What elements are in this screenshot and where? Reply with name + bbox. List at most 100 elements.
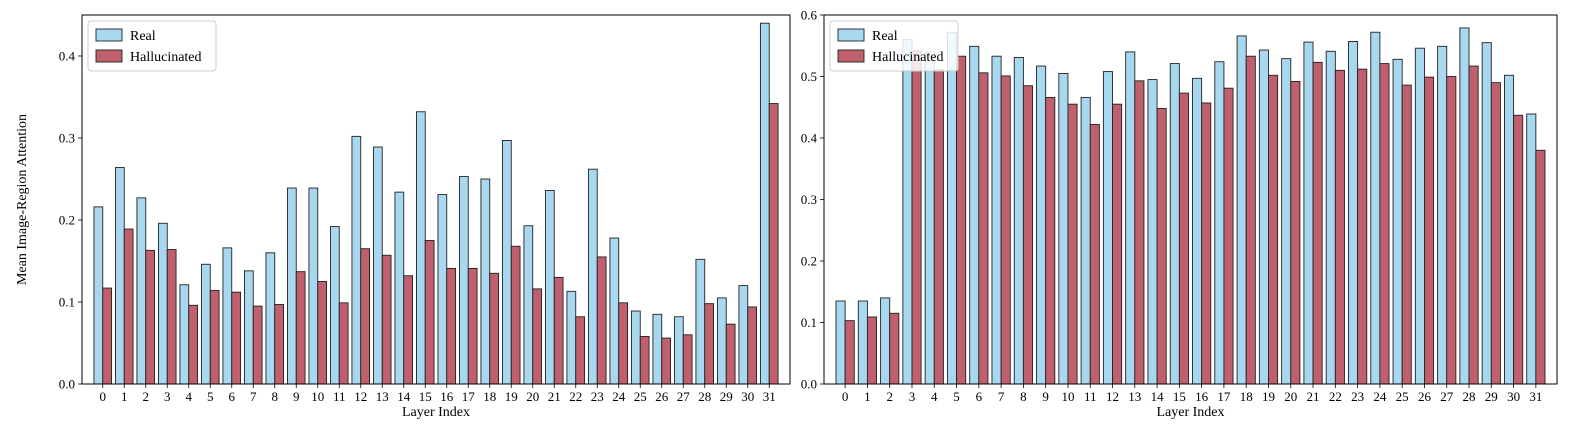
bar-hallucinated-layer-28 [704,303,715,385]
bar-real-layer-5 [946,31,957,385]
bar-hallucinated-layer-17 [1223,87,1234,385]
bar-real-layer-18 [1236,35,1247,385]
bar-real-layer-24 [609,237,620,385]
x-tick-label: 25 [1396,389,1409,404]
bar-hallucinated-layer-1 [866,316,878,385]
bar-hallucinated-layer-15 [1178,92,1189,385]
bar-real-layer-20 [523,225,534,385]
bar-hallucinated-layer-3 [166,249,177,385]
x-tick-label: 9 [293,389,300,404]
bar-hallucinated-layer-22 [575,316,586,385]
bar-hallucinated-layer-14 [403,275,414,385]
bar-real-layer-14 [394,191,405,385]
y-tick-label: 0.4 [801,131,818,146]
plot-frame [81,14,791,385]
x-tick-label: 11 [333,389,346,404]
x-tick-label: 9 [1042,389,1049,404]
bar-real-layer-0 [835,300,846,385]
bar-hallucinated-layer-29 [1490,82,1501,385]
x-tick-label: 11 [1084,389,1097,404]
x-tick-label: 30 [741,389,754,404]
x-tick-label: 3 [909,389,916,404]
bar-hallucinated-layer-22 [1334,69,1345,385]
bar-real-layer-29 [716,297,727,385]
bar-real-layer-4 [179,284,190,385]
bar-hallucinated-layer-30 [747,306,758,385]
bar-real-layer-17 [1214,61,1225,385]
bar-real-layer-23 [1348,40,1359,385]
bar-real-layer-2 [880,297,891,385]
bar-real-layer-4 [924,51,935,385]
x-tick-label: 24 [612,389,626,404]
bar-real-layer-29 [1481,42,1492,385]
x-tick-label: 26 [1418,389,1432,404]
x-tick-label: 30 [1507,389,1520,404]
x-tick-label: 13 [376,389,389,404]
bar-real-layer-28 [1459,27,1470,385]
bar-hallucinated-layer-29 [725,323,736,385]
bar-real-layer-9 [286,187,297,385]
x-tick-label: 13 [1128,389,1141,404]
x-tick-label: 6 [976,389,983,404]
bar-hallucinated-layer-21 [553,276,564,385]
bar-hallucinated-layer-21 [1312,61,1323,385]
legend-label-hallucinated: Hallucinated [872,50,944,65]
y-tick-label: 0.0 [59,377,75,392]
bar-hallucinated-layer-12 [360,248,371,385]
x-tick-label: 21 [1307,389,1320,404]
x-tick-label: 12 [1106,389,1119,404]
bar-real-layer-8 [1013,56,1024,385]
x-tick-label: 16 [1195,389,1209,404]
bar-real-layer-27 [673,316,684,385]
bar-hallucinated-layer-28 [1468,65,1479,385]
x-tick-label: 25 [634,389,647,404]
legend-label-hallucinated: Hallucinated [130,50,202,65]
legend: Real Hallucinated [829,20,959,72]
x-axis-label: Layer Index [402,405,470,420]
bar-hallucinated-layer-8 [274,304,285,385]
x-tick-label: 4 [186,389,193,404]
bar-hallucinated-layer-12 [1112,103,1123,385]
bar-hallucinated-layer-25 [1401,84,1412,385]
bar-real-layer-11 [1080,96,1091,385]
bar-hallucinated-layer-2 [145,249,156,385]
bar-hallucinated-layer-9 [1045,96,1056,385]
bar-hallucinated-layer-19 [510,245,521,385]
bar-real-layer-6 [969,45,980,385]
y-tick-label: 0.0 [801,377,817,392]
y-tick-label: 0.4 [59,49,76,64]
bar-hallucinated-layer-16 [446,267,457,385]
bar-hallucinated-layer-11 [1089,124,1100,385]
x-tick-label: 26 [655,389,669,404]
y-tick-label: 0.1 [801,315,817,330]
y-tick-label: 0.2 [801,254,817,269]
bar-real-layer-19 [1258,49,1269,385]
bar-hallucinated-layer-31 [1535,149,1546,385]
x-tick-label: 20 [1284,389,1297,404]
bar-real-layer-0 [93,206,104,385]
bar-real-layer-10 [1058,72,1069,385]
x-tick-label: 10 [311,389,324,404]
bar-hallucinated-layer-25 [639,335,650,385]
bar-hallucinated-layer-13 [381,254,392,385]
bar-real-layer-21 [1303,41,1314,385]
x-tick-label: 15 [1173,389,1186,404]
x-tick-label: 6 [229,389,236,404]
bar-hallucinated-layer-0 [844,320,855,385]
bar-hallucinated-layer-14 [1156,108,1167,385]
x-tick-label: 2 [143,389,150,404]
x-tick-label: 0 [842,389,849,404]
bar-real-layer-19 [501,140,512,385]
x-tick-label: 21 [548,389,561,404]
bar-real-layer-25 [1392,58,1403,385]
y-tick-label: 0.3 [59,131,75,146]
bar-real-layer-30 [1503,74,1515,385]
x-tick-label: 22 [1329,389,1342,404]
bar-real-layer-26 [1414,47,1425,385]
bar-real-layer-18 [480,178,491,385]
bar-hallucinated-layer-4 [188,304,199,385]
bar-real-layer-13 [372,146,383,385]
y-tick-label: 0.3 [801,192,817,207]
x-tick-label: 7 [998,389,1005,404]
bar-real-layer-3 [157,222,168,385]
